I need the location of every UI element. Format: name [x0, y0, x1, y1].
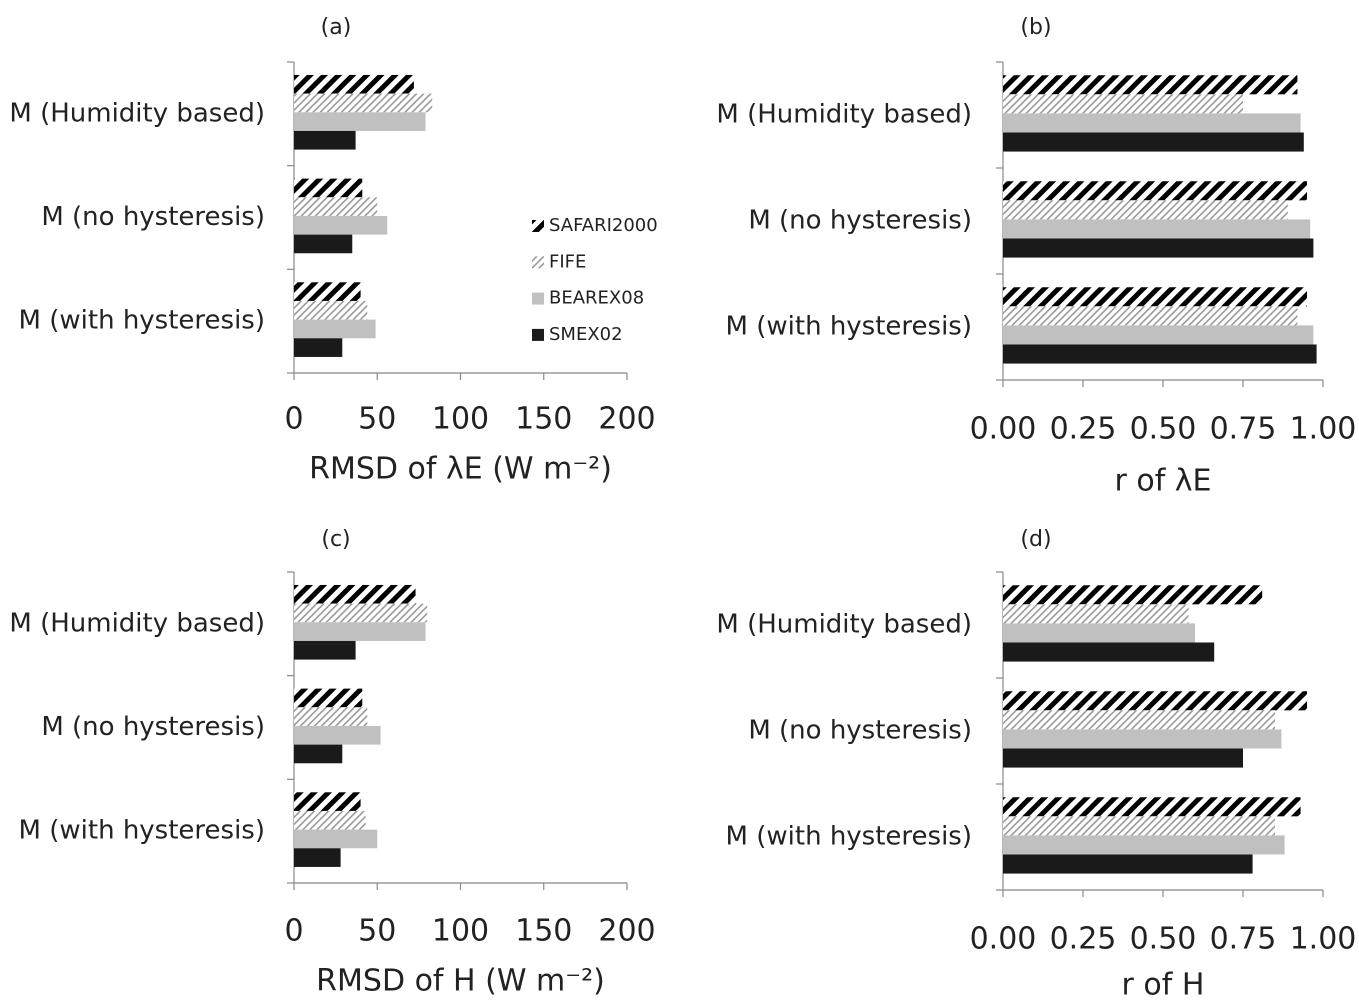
bar [1003, 75, 1298, 95]
x-tick-label: 200 [598, 914, 655, 949]
x-axis-label: RMSD of λE (W m⁻²) [309, 452, 612, 487]
bar [294, 688, 363, 708]
bar [1003, 219, 1311, 239]
x-axis-label: RMSD of H (W m⁻²) [316, 964, 605, 999]
bar [1003, 325, 1314, 345]
bar [1003, 604, 1189, 624]
category-label: M (with hysteresis) [726, 822, 972, 852]
legend-label: BEAREX08 [549, 288, 644, 309]
bar [294, 130, 356, 150]
bar [1003, 854, 1253, 874]
bar [1003, 94, 1243, 114]
category-label: M (no hysteresis) [748, 206, 972, 236]
bar [1003, 642, 1215, 662]
bar [294, 725, 381, 745]
bar [294, 338, 343, 357]
category-label: M (Humidity based) [9, 608, 265, 638]
bar [1003, 729, 1282, 749]
legend-label: SAFARI2000 [549, 215, 658, 236]
category-label: M (with hysteresis) [726, 312, 972, 342]
x-tick-label: 150 [515, 402, 572, 437]
x-tick-label: 0.50 [1130, 922, 1197, 957]
bar [294, 300, 368, 320]
bar [294, 707, 368, 726]
x-tick-label: 100 [432, 402, 489, 437]
bar [1003, 238, 1314, 258]
bar [294, 622, 426, 641]
bar [294, 319, 376, 339]
x-tick-label: 0.00 [970, 412, 1037, 447]
bar [1003, 344, 1317, 364]
panel-title: (d) [1020, 527, 1051, 552]
x-tick-label: 1.00 [1290, 922, 1357, 957]
x-tick-label: 0.50 [1130, 412, 1197, 447]
bar [1003, 585, 1263, 605]
bar [1003, 306, 1298, 326]
bar [1003, 181, 1307, 201]
category-label: M (Humidity based) [716, 100, 972, 130]
bar [294, 197, 378, 216]
bar [294, 829, 378, 849]
bar [294, 584, 416, 604]
bar [1003, 132, 1304, 152]
category-label: M (with hysteresis) [19, 306, 265, 336]
x-tick-label: 150 [515, 914, 572, 949]
bar [1003, 287, 1307, 307]
x-tick-label: 0.25 [1050, 922, 1117, 957]
bar [1003, 748, 1243, 768]
bar [294, 178, 363, 198]
x-tick-label: 200 [598, 402, 655, 437]
category-label: M (no hysteresis) [748, 716, 972, 746]
category-label: M (no hysteresis) [41, 202, 265, 232]
bar [294, 640, 356, 660]
bar [1003, 816, 1275, 836]
bar [1003, 835, 1285, 855]
bar [294, 792, 361, 811]
panel-title: (a) [321, 15, 352, 40]
category-label: M (Humidity based) [9, 98, 265, 128]
bar [1003, 797, 1301, 817]
bar [294, 282, 361, 301]
category-label: M (Humidity based) [716, 610, 972, 640]
bar [294, 744, 343, 764]
x-tick-label: 0.00 [970, 922, 1037, 957]
bar [294, 848, 341, 867]
x-tick-label: 50 [358, 402, 396, 437]
bar [294, 215, 388, 235]
bar [294, 603, 428, 623]
bar [1003, 691, 1307, 711]
legend-swatch [532, 220, 544, 232]
x-axis-label: r of λE [1114, 464, 1211, 499]
panel-title: (c) [321, 527, 350, 552]
bar [1003, 623, 1195, 643]
legend-label: FIFE [549, 251, 586, 272]
legend-swatch [532, 292, 544, 305]
x-tick-label: 0 [284, 402, 303, 437]
legend-swatch [532, 256, 544, 269]
legend-swatch [532, 328, 544, 341]
x-tick-label: 1.00 [1290, 412, 1357, 447]
bar [1003, 113, 1301, 133]
bar [1003, 710, 1275, 730]
x-tick-label: 50 [358, 914, 396, 949]
legend-label: SMEX02 [549, 324, 623, 345]
bar [294, 74, 414, 94]
category-label: M (with hysteresis) [19, 816, 265, 846]
x-tick-label: 0.75 [1210, 922, 1277, 957]
bar [294, 234, 353, 254]
category-label: M (no hysteresis) [41, 712, 265, 742]
x-tick-label: 100 [432, 914, 489, 949]
panel-title: (b) [1020, 15, 1051, 40]
bar [294, 810, 366, 830]
x-axis-label: r of H [1122, 968, 1205, 1003]
x-tick-label: 0 [284, 914, 303, 949]
x-tick-label: 0.75 [1210, 412, 1277, 447]
bar [294, 112, 426, 131]
bar [294, 93, 433, 113]
bar [1003, 200, 1288, 220]
x-tick-label: 0.25 [1050, 412, 1117, 447]
